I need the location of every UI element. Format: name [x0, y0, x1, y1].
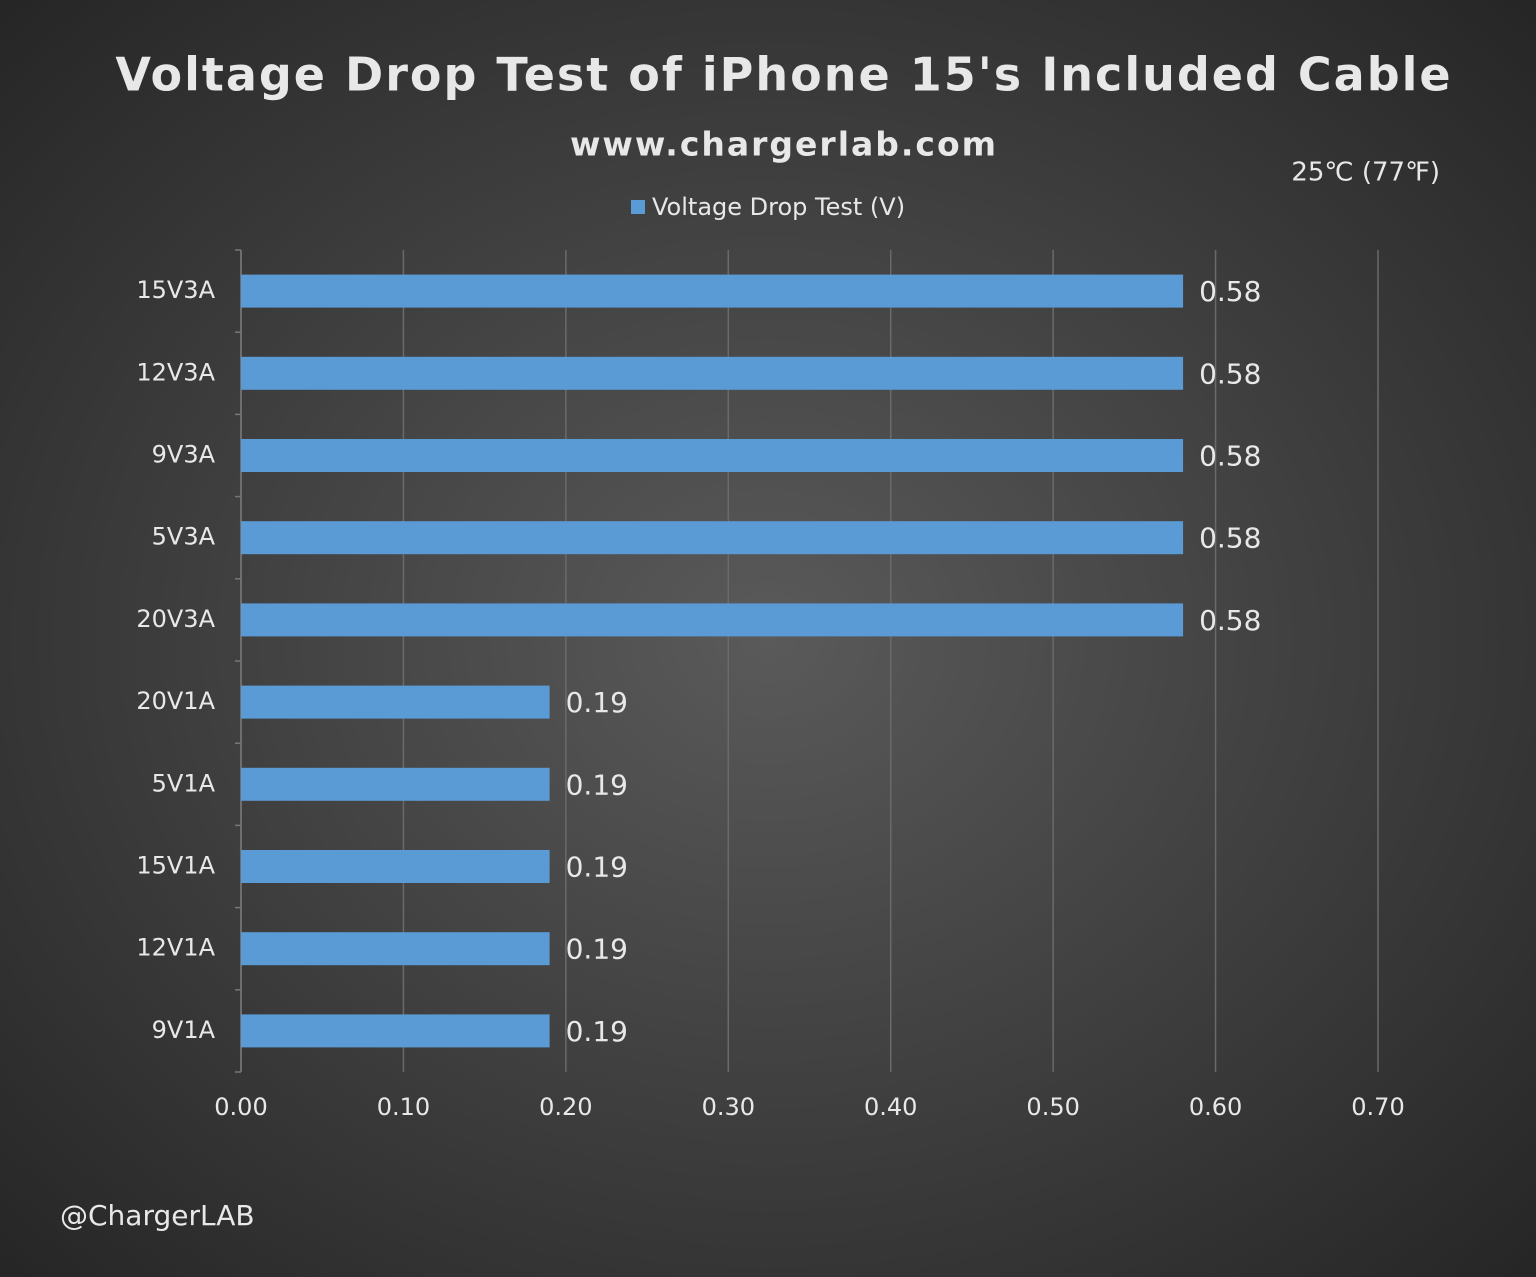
value-label: 0.58 — [1199, 275, 1261, 308]
x-tick-label: 0.20 — [539, 1093, 592, 1121]
legend-swatch — [631, 200, 645, 214]
value-label: 0.58 — [1199, 357, 1261, 390]
chart-subtitle: www.chargerlab.com — [570, 125, 998, 164]
x-tick-label: 0.00 — [214, 1093, 267, 1121]
value-label: 0.19 — [566, 851, 628, 884]
bar — [241, 603, 1184, 637]
y-tick-label: 9V1A — [152, 1016, 216, 1044]
value-label: 0.58 — [1199, 440, 1261, 473]
bar — [241, 439, 1184, 472]
y-tick-label: 15V1A — [136, 852, 215, 880]
value-label: 0.19 — [566, 1015, 628, 1048]
y-tick-label: 5V3A — [152, 523, 216, 551]
value-label: 0.19 — [566, 768, 628, 801]
y-tick-label: 15V3A — [136, 276, 215, 304]
legend-label: Voltage Drop Test (V) — [652, 193, 905, 221]
y-tick-label: 9V3A — [152, 441, 216, 469]
y-tick-label: 12V1A — [136, 934, 215, 962]
value-label: 0.58 — [1199, 604, 1261, 637]
y-tick-label: 20V1A — [136, 687, 215, 715]
x-tick-label: 0.40 — [864, 1093, 917, 1121]
bar — [241, 685, 550, 719]
value-label: 0.58 — [1199, 522, 1261, 555]
x-tick-label: 0.60 — [1189, 1093, 1242, 1121]
bar — [241, 932, 550, 966]
bar — [241, 521, 1184, 555]
chart-title: Voltage Drop Test of iPhone 15's Include… — [115, 48, 1452, 102]
bar — [241, 356, 1184, 390]
x-tick-label: 0.70 — [1351, 1093, 1404, 1121]
x-tick-label: 0.30 — [702, 1093, 755, 1121]
bar — [241, 767, 550, 801]
value-label: 0.19 — [566, 933, 628, 966]
bar — [241, 850, 550, 883]
bar — [241, 274, 1184, 308]
y-tick-label: 20V3A — [136, 605, 215, 633]
x-tick-label: 0.50 — [1026, 1093, 1079, 1121]
bar — [241, 1014, 550, 1048]
y-tick-label: 12V3A — [136, 358, 215, 386]
credit: @ChargerLAB — [60, 1199, 255, 1232]
x-tick-label: 0.10 — [377, 1093, 430, 1121]
y-tick-label: 5V1A — [152, 769, 216, 797]
value-label: 0.19 — [566, 686, 628, 719]
annotation: 25℃ (77℉) — [1291, 158, 1440, 188]
